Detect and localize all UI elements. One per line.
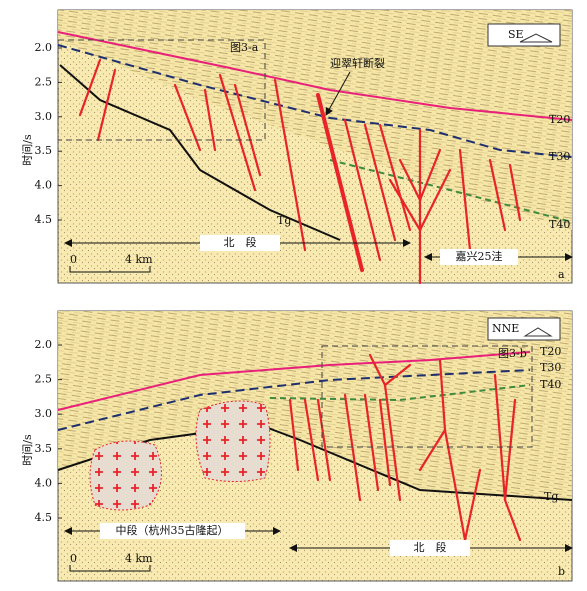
y-tick-label: 4.0 — [35, 476, 53, 489]
segment: 中段（杭州35古隆起） — [116, 523, 229, 537]
y-tick-label: 4.5 — [35, 213, 53, 226]
scale: 0 — [70, 253, 77, 266]
scale: 0 — [70, 552, 77, 565]
scale: 4 km — [125, 253, 153, 266]
horizon: T40 — [549, 218, 570, 231]
y-tick-label: 4.5 — [35, 511, 53, 524]
panel-label: b — [558, 565, 565, 578]
y-tick-label: 4.0 — [35, 179, 53, 192]
fault-label: 迎翠轩断裂 — [330, 56, 385, 70]
panel-a: SE 图3-a 迎翠轩断裂 T20 T30 T40 Tg 北 段 嘉兴25洼 0… — [57, 9, 573, 285]
panel-label: a — [558, 268, 565, 281]
horizon: T30 — [549, 150, 570, 163]
segment: 北 段 — [414, 540, 447, 554]
horizon: T20 — [540, 345, 561, 358]
horizon: Tg — [277, 214, 291, 227]
axis-title: 时间/s — [21, 134, 34, 166]
box-label: 图3-a — [230, 41, 259, 54]
y-tick-label: 3.0 — [35, 110, 53, 123]
horizon: T30 — [540, 361, 561, 374]
panel-b: NNE 图3-b T20 T30 T40 Tg 中段（杭州35古隆起） 北 段 … — [57, 310, 573, 582]
segment: 嘉兴25洼 — [456, 249, 503, 263]
horizon: T40 — [540, 378, 561, 391]
y-tick-label: 3.5 — [35, 144, 53, 157]
y-tick-label: 2.0 — [35, 338, 53, 351]
horizon: Tg — [544, 490, 558, 503]
direction: SE — [508, 28, 524, 41]
axis-title: 时间/s — [21, 434, 34, 466]
y-tick-label: 2.0 — [35, 41, 53, 54]
horizon: T20 — [549, 113, 570, 126]
y-tick-label: 3.5 — [35, 442, 53, 455]
box-label: 图3-b — [498, 347, 527, 360]
direction: NNE — [492, 322, 519, 335]
scale: 4 km — [125, 552, 153, 565]
y-tick-label: 2.5 — [35, 75, 53, 88]
y-tick-label: 2.5 — [35, 373, 53, 386]
y-tick-label: 3.0 — [35, 407, 53, 420]
segment: 北 段 — [224, 235, 257, 249]
